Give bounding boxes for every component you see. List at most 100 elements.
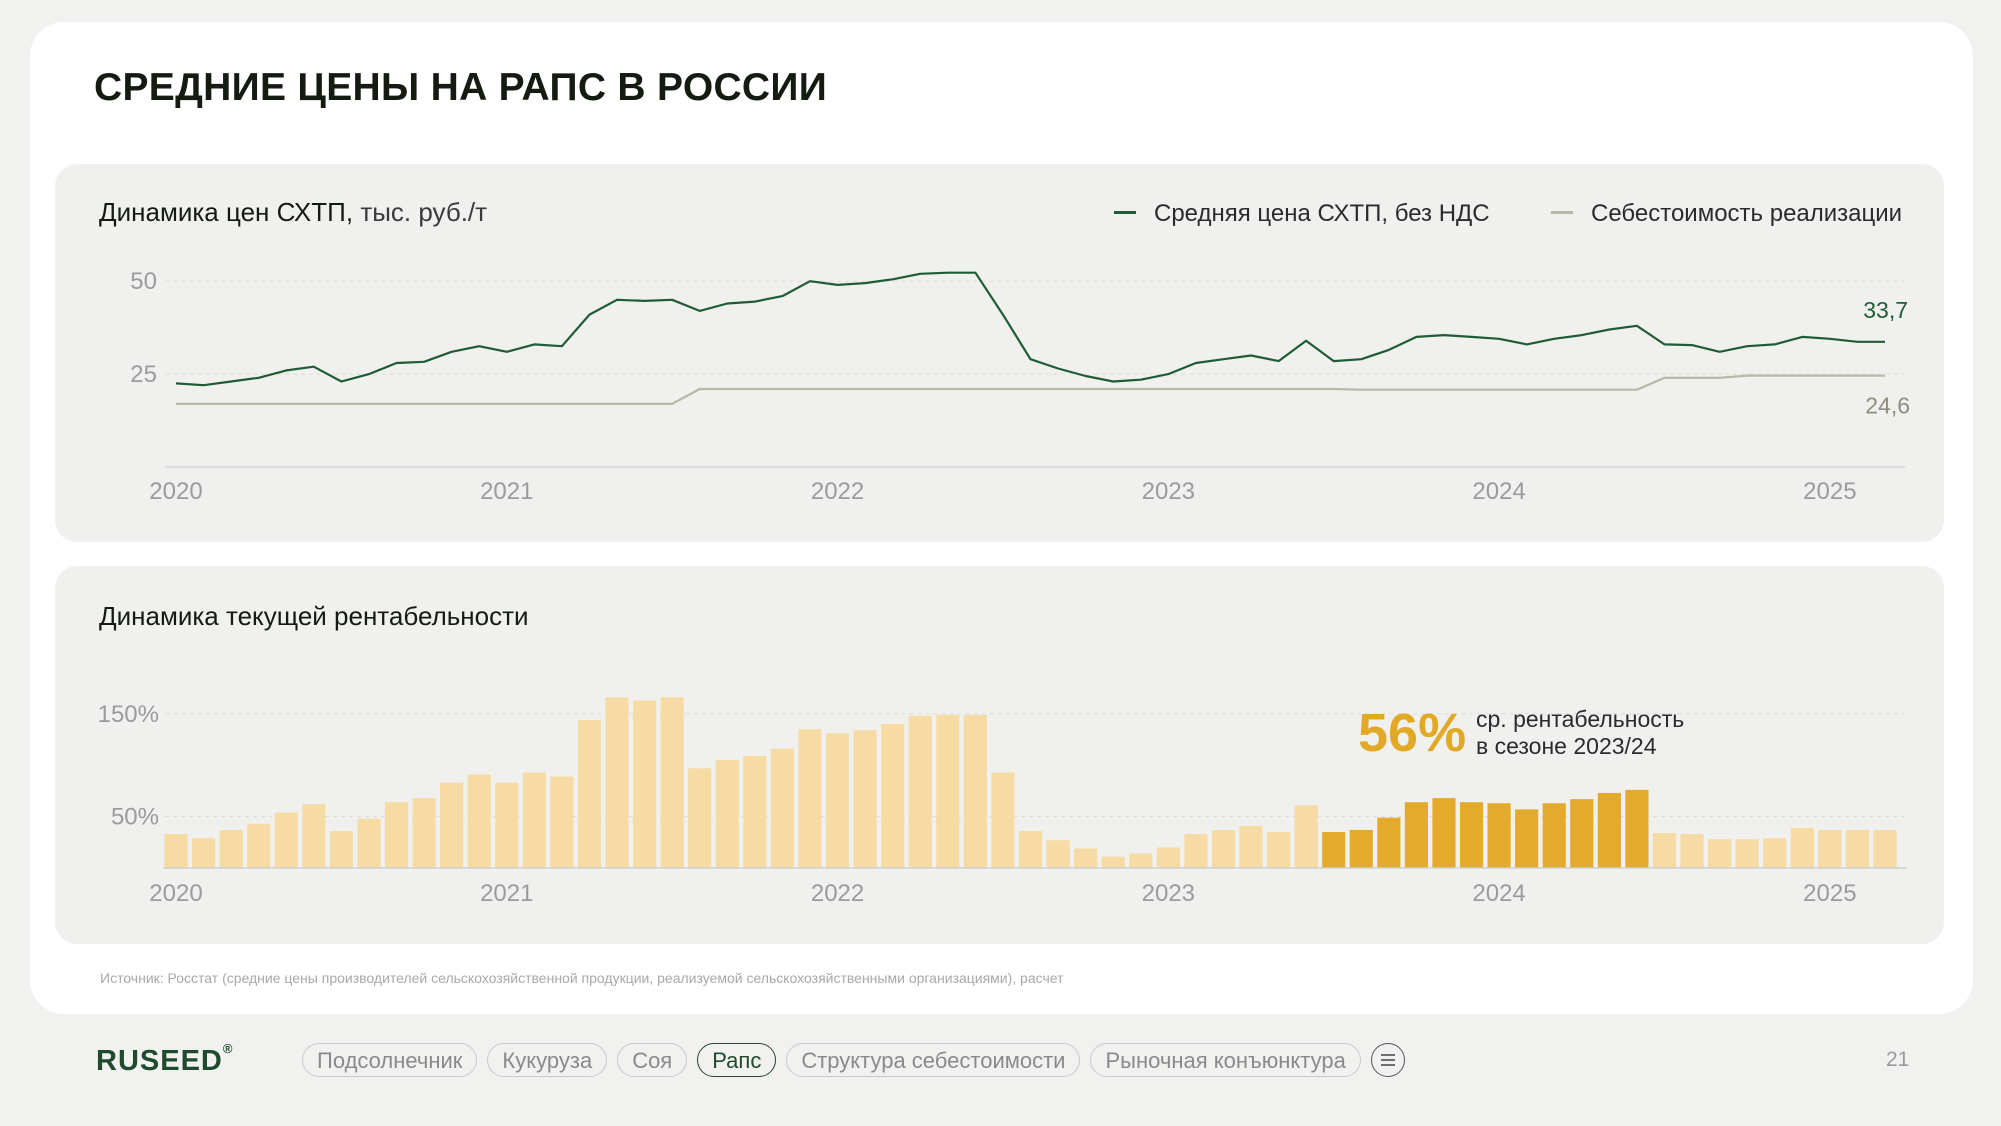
bar [1680,834,1704,868]
x-tick-label: 2021 [480,880,533,907]
bar [688,768,712,868]
bar [1818,829,1842,868]
nav-rapeseed[interactable]: Рапс [697,1043,777,1077]
profitability-chart-panel: Динамика текущей рентабельности 50% 150% 2… [55,566,1944,944]
cost-end-label: 24,6 [1865,393,1910,419]
bar [329,830,353,868]
nav-corn[interactable]: Кукуруза [487,1043,608,1077]
highlight-bar [1625,789,1649,868]
bar [1790,827,1814,868]
bar [1845,829,1870,868]
bar [1652,833,1677,868]
price-chart-title-main: Динамика цен СХТП, [99,197,354,227]
x-tick-label: 2020 [149,478,202,505]
x-tick-label: 2022 [811,880,864,907]
bar [357,818,381,868]
bar [467,774,491,868]
highlight-bar [1487,803,1511,868]
bar [247,823,271,868]
ruseed-logo[interactable]: RUSEED® [96,1041,233,1078]
bar [1239,825,1263,868]
y-tick-label: 50% [111,804,159,831]
highlight-bar [1322,832,1346,868]
bar [384,802,409,868]
bar [1294,805,1318,868]
bar [1267,832,1291,868]
bar [1129,853,1153,868]
bar [853,730,877,868]
avg-profitability-caption: ср. рентабельность в сезоне 2023/24 [1476,706,1684,760]
highlight-bar [1570,799,1594,868]
avg-profitability-caption-line1: ср. рентабельность [1476,706,1685,732]
bar [164,834,188,868]
legend-price-label: Средняя цена СХТП, без НДС [1154,200,1490,227]
bar [1018,830,1043,868]
bar [219,829,243,868]
x-tick-label: 2022 [811,478,864,505]
bar [770,748,794,868]
bar [412,798,436,868]
nav-cost-structure[interactable]: Структура себестоимости [786,1043,1081,1077]
price-chart-unit: тыс. руб./т [360,197,488,227]
bar [1184,834,1208,868]
highlight-bar [1515,809,1539,868]
price-chart-title: Динамика цен СХТП, тыс. руб./т [99,197,487,228]
logo-mark: ® [222,1041,234,1057]
bar [743,755,767,868]
price-series-line [175,271,1885,387]
avg-profitability-caption-line2: в сезоне 2023/24 [1476,733,1657,759]
price-chart-panel: Динамика цен СХТП, тыс. руб./т Средняя ц… [55,164,1944,542]
highlight-bar [1377,817,1401,868]
highlight-bar [1432,798,1456,868]
nav-soy[interactable]: Соя [617,1043,688,1077]
bar [605,697,629,868]
section-nav: Подсолнечник Кукуруза Соя Рапс Структура… [302,1043,1405,1077]
cost-series-line [176,374,1885,405]
avg-profitability-value: 56% [1358,703,1467,763]
x-tick-label: 2023 [1142,880,1195,907]
legend-cost-swatch [1551,211,1573,215]
nav-sunflower[interactable]: Подсолнечник [302,1043,478,1077]
y-tick-label: 150% [98,701,159,728]
source-note: Источник: Росстат (средние цены производ… [100,970,1064,986]
bar [798,729,822,868]
bar [302,804,326,868]
bar [660,697,684,868]
profitability-bar-chart: 50% 150% 2020 2021 2022 2023 2024 2025 [98,697,1907,907]
y-tick-label: 50 [130,268,157,295]
highlight-bar [1349,829,1373,868]
bar [1046,840,1070,868]
logo-text: RUSEED [96,1045,223,1077]
hamburger-icon [1380,1054,1395,1066]
bar [1074,848,1098,868]
x-tick-label: 2021 [480,478,533,505]
bar [191,838,216,868]
bar [991,772,1015,868]
bar [1708,839,1732,868]
bar [1763,838,1787,868]
bar [1735,839,1759,868]
x-tick-label: 2020 [149,880,202,907]
bar [1211,829,1236,868]
bar [495,782,519,868]
legend-price: Средняя цена СХТП, без НДС [1114,200,1490,228]
highlight-bar [1404,802,1428,868]
bar [577,719,602,868]
x-tick-label: 2025 [1803,478,1856,505]
profitability-chart-title: Динамика текущей рентабельности [99,601,529,631]
x-tick-label: 2025 [1803,880,1856,907]
page-title: СРЕДНИЕ ЦЕНЫ НА РАПС В РОССИИ [94,66,828,109]
x-tick-label: 2023 [1142,478,1195,505]
menu-icon[interactable] [1370,1043,1405,1077]
x-tick-label: 2024 [1472,478,1525,505]
bar [522,772,546,868]
bar [274,812,298,868]
legend-price-swatch [1114,211,1136,215]
bar [936,714,960,868]
nav-market-conditions[interactable]: Рыночная конъюнктура [1090,1043,1361,1077]
x-tick-label: 2024 [1472,880,1525,907]
bar [1873,829,1897,868]
bar [963,714,987,868]
bar [825,733,850,868]
page-number: 21 [1886,1048,1910,1071]
